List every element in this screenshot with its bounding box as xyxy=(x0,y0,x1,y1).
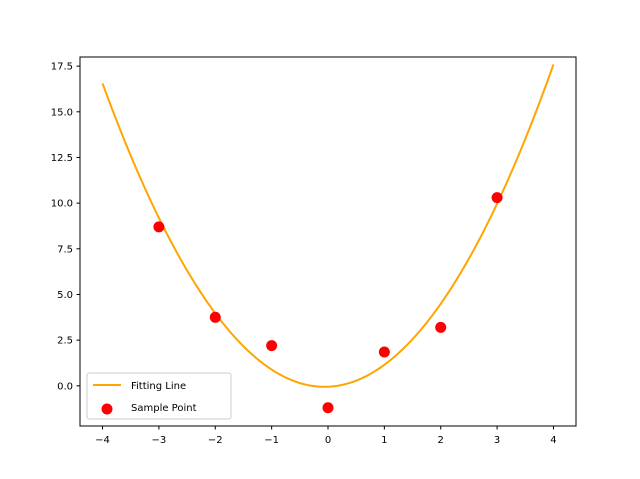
x-tick-label: 3 xyxy=(494,435,500,446)
sample-point xyxy=(266,340,278,352)
y-tick-label: 15.0 xyxy=(51,107,73,118)
x-tick-label: 1 xyxy=(381,435,387,446)
y-tick-label: 5.0 xyxy=(57,290,73,301)
sample-point xyxy=(435,321,447,333)
x-tick-label: −4 xyxy=(95,435,110,446)
sample-point xyxy=(378,346,390,358)
x-tick-label: 0 xyxy=(325,435,331,446)
x-tick-label: 2 xyxy=(438,435,444,446)
legend-marker-swatch xyxy=(101,403,113,415)
legend-label: Sample Point xyxy=(131,403,197,414)
sample-point xyxy=(209,311,221,323)
x-tick-label: −3 xyxy=(152,435,167,446)
y-tick-label: 0.0 xyxy=(57,381,73,392)
plot-area xyxy=(101,64,555,414)
legend-box xyxy=(86,372,232,420)
legend: Fitting Line Sample Point xyxy=(86,372,232,420)
sample-point xyxy=(491,192,503,204)
sample-point xyxy=(153,221,165,233)
fitting-line xyxy=(101,64,555,388)
x-tick-label: −1 xyxy=(264,435,279,446)
x-tick-label: −2 xyxy=(208,435,223,446)
sample-point xyxy=(322,402,334,414)
legend-label: Fitting Line xyxy=(131,381,186,392)
y-tick-label: 17.5 xyxy=(51,62,73,73)
x-tick-label: 4 xyxy=(550,435,556,446)
axes: −4 −3 −2 −1 0 1 2 3 4 0.0 2.5 5.0 7.5 10.0 12.5 15.0 17.… xyxy=(51,56,577,446)
y-tick-label: 2.5 xyxy=(57,336,73,347)
y-tick-label: 10.0 xyxy=(51,199,73,210)
y-tick-label: 7.5 xyxy=(57,244,73,255)
y-tick-label: 12.5 xyxy=(51,153,73,164)
